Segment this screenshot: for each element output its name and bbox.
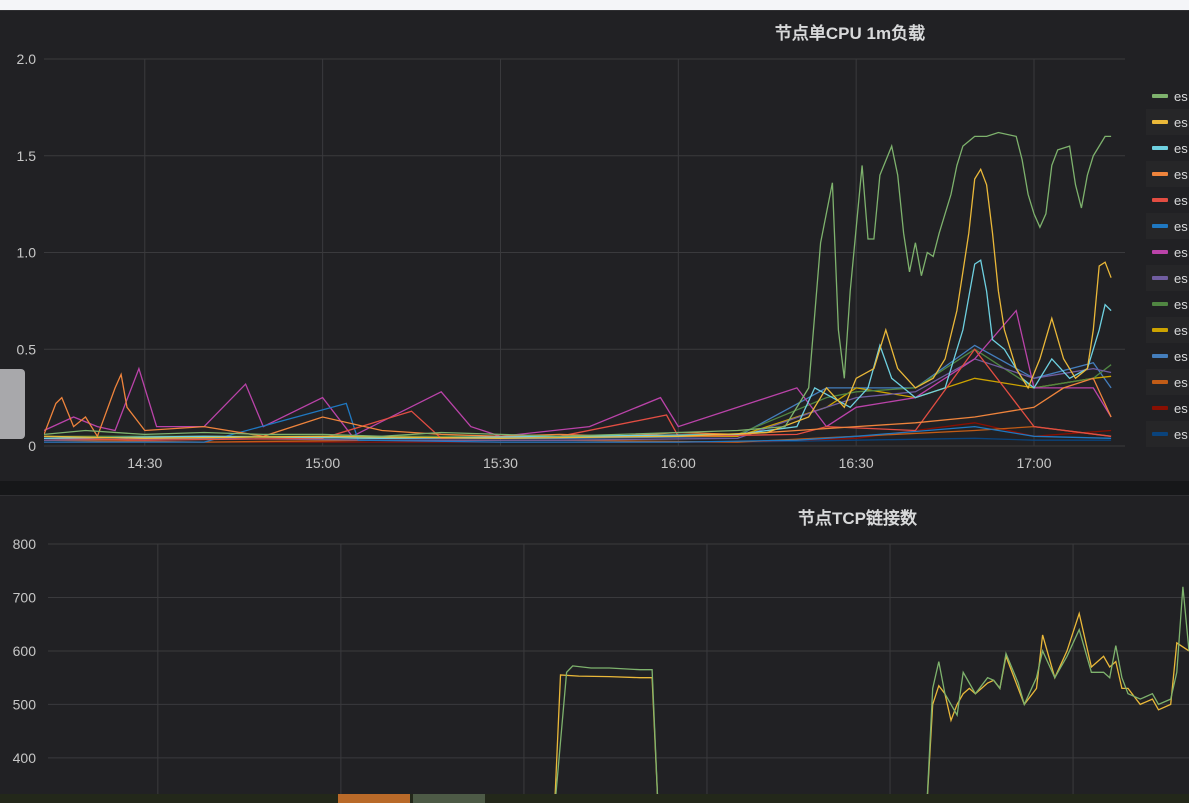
legend-item[interactable]: es <box>1146 83 1189 109</box>
cpu-load-chart: 2.0 1.5 1.0 0.5 0 14:30 15:00 15:30 16:00 16:30 17… <box>17 51 1125 471</box>
series-line[interactable] <box>44 372 1112 438</box>
panel-title[interactable]: 节点TCP链接数 <box>798 509 917 528</box>
bottom-bar <box>0 794 1189 803</box>
series-line[interactable] <box>44 167 1112 439</box>
legend-label: es <box>1174 348 1188 364</box>
x-tick-label: 17:00 <box>1016 455 1051 471</box>
legend-item[interactable]: es <box>1146 343 1189 369</box>
legend-swatch <box>1152 146 1168 150</box>
series-line[interactable] <box>44 309 1112 438</box>
legend-item[interactable]: es <box>1146 109 1189 135</box>
legend-label: es <box>1174 244 1188 260</box>
y-tick-label: 0.5 <box>17 341 37 357</box>
x-tick-label: 15:00 <box>305 455 340 471</box>
y-tick-label: 400 <box>13 750 37 766</box>
legend-swatch <box>1152 380 1168 384</box>
legend-label: es <box>1174 166 1188 182</box>
y-tick-label: 1.5 <box>17 148 37 164</box>
x-tick-label: 16:30 <box>839 455 874 471</box>
legend-item[interactable]: es <box>1146 421 1189 447</box>
legend-swatch <box>1152 94 1168 98</box>
legend-swatch <box>1152 328 1168 332</box>
legend-item[interactable]: es <box>1146 369 1189 395</box>
cpu-load-panel: 节点单CPU 1m负载 2.0 1.5 1.0 0.5 0 14:30 15:00 15:30… <box>0 10 1189 481</box>
y-tick-label: 700 <box>13 589 37 605</box>
x-tick-label: 14:30 <box>127 455 162 471</box>
legend-swatch <box>1152 224 1168 228</box>
bottom-bar-segment <box>338 794 410 803</box>
legend-label: es <box>1174 400 1188 416</box>
legend-swatch <box>1152 302 1168 306</box>
legend-label: es <box>1174 296 1188 312</box>
legend-item[interactable]: es <box>1146 395 1189 421</box>
y-tick-label: 600 <box>13 643 37 659</box>
legend-label: es <box>1174 114 1188 130</box>
y-tick-label: 800 <box>13 536 37 552</box>
x-tick-label: 16:00 <box>661 455 696 471</box>
tcp-connections-panel: 节点TCP链接数 800 700 600 500 400 <box>0 495 1189 796</box>
legend-label: es <box>1174 192 1188 208</box>
legend-item[interactable]: es <box>1146 161 1189 187</box>
legend-label: es <box>1174 88 1188 104</box>
cpu-legend: es es es es es es es es es es es es es es <box>1146 83 1189 447</box>
legend-swatch <box>1152 172 1168 176</box>
legend-swatch <box>1152 406 1168 410</box>
legend-swatch <box>1152 354 1168 358</box>
side-drawer-handle[interactable] <box>0 369 25 439</box>
legend-swatch <box>1152 276 1168 280</box>
legend-item[interactable]: es <box>1146 213 1189 239</box>
series-line[interactable] <box>44 425 1112 443</box>
legend-item[interactable]: es <box>1146 187 1189 213</box>
legend-item[interactable]: es <box>1146 317 1189 343</box>
panel-title[interactable]: 节点单CPU 1m负载 <box>774 24 926 43</box>
legend-item[interactable]: es <box>1146 265 1189 291</box>
series-line[interactable] <box>44 402 1112 443</box>
legend-label: es <box>1174 374 1188 390</box>
legend-label: es <box>1174 322 1188 338</box>
legend-label: es <box>1174 218 1188 234</box>
legend-swatch <box>1152 198 1168 202</box>
legend-item[interactable]: es <box>1146 135 1189 161</box>
series-line[interactable] <box>44 259 1112 439</box>
legend-label: es <box>1174 270 1188 286</box>
series-line[interactable] <box>44 344 1112 439</box>
y-tick-label: 1.0 <box>17 245 37 261</box>
series-line[interactable] <box>44 131 1112 437</box>
legend-swatch <box>1152 432 1168 436</box>
legend-swatch <box>1152 120 1168 124</box>
x-tick-label: 15:30 <box>483 455 518 471</box>
series-line[interactable] <box>48 586 1189 796</box>
y-tick-label: 2.0 <box>17 51 37 67</box>
bottom-bar-segment <box>413 794 485 803</box>
legend-label: es <box>1174 140 1188 156</box>
top-strip <box>0 0 1189 10</box>
tcp-connections-chart: 800 700 600 500 400 <box>13 536 1189 796</box>
legend-label: es <box>1174 426 1188 442</box>
y-tick-label: 0 <box>28 438 36 454</box>
y-tick-label: 500 <box>13 696 37 712</box>
legend-item[interactable]: es <box>1146 291 1189 317</box>
legend-swatch <box>1152 250 1168 254</box>
legend-item[interactable]: es <box>1146 239 1189 265</box>
